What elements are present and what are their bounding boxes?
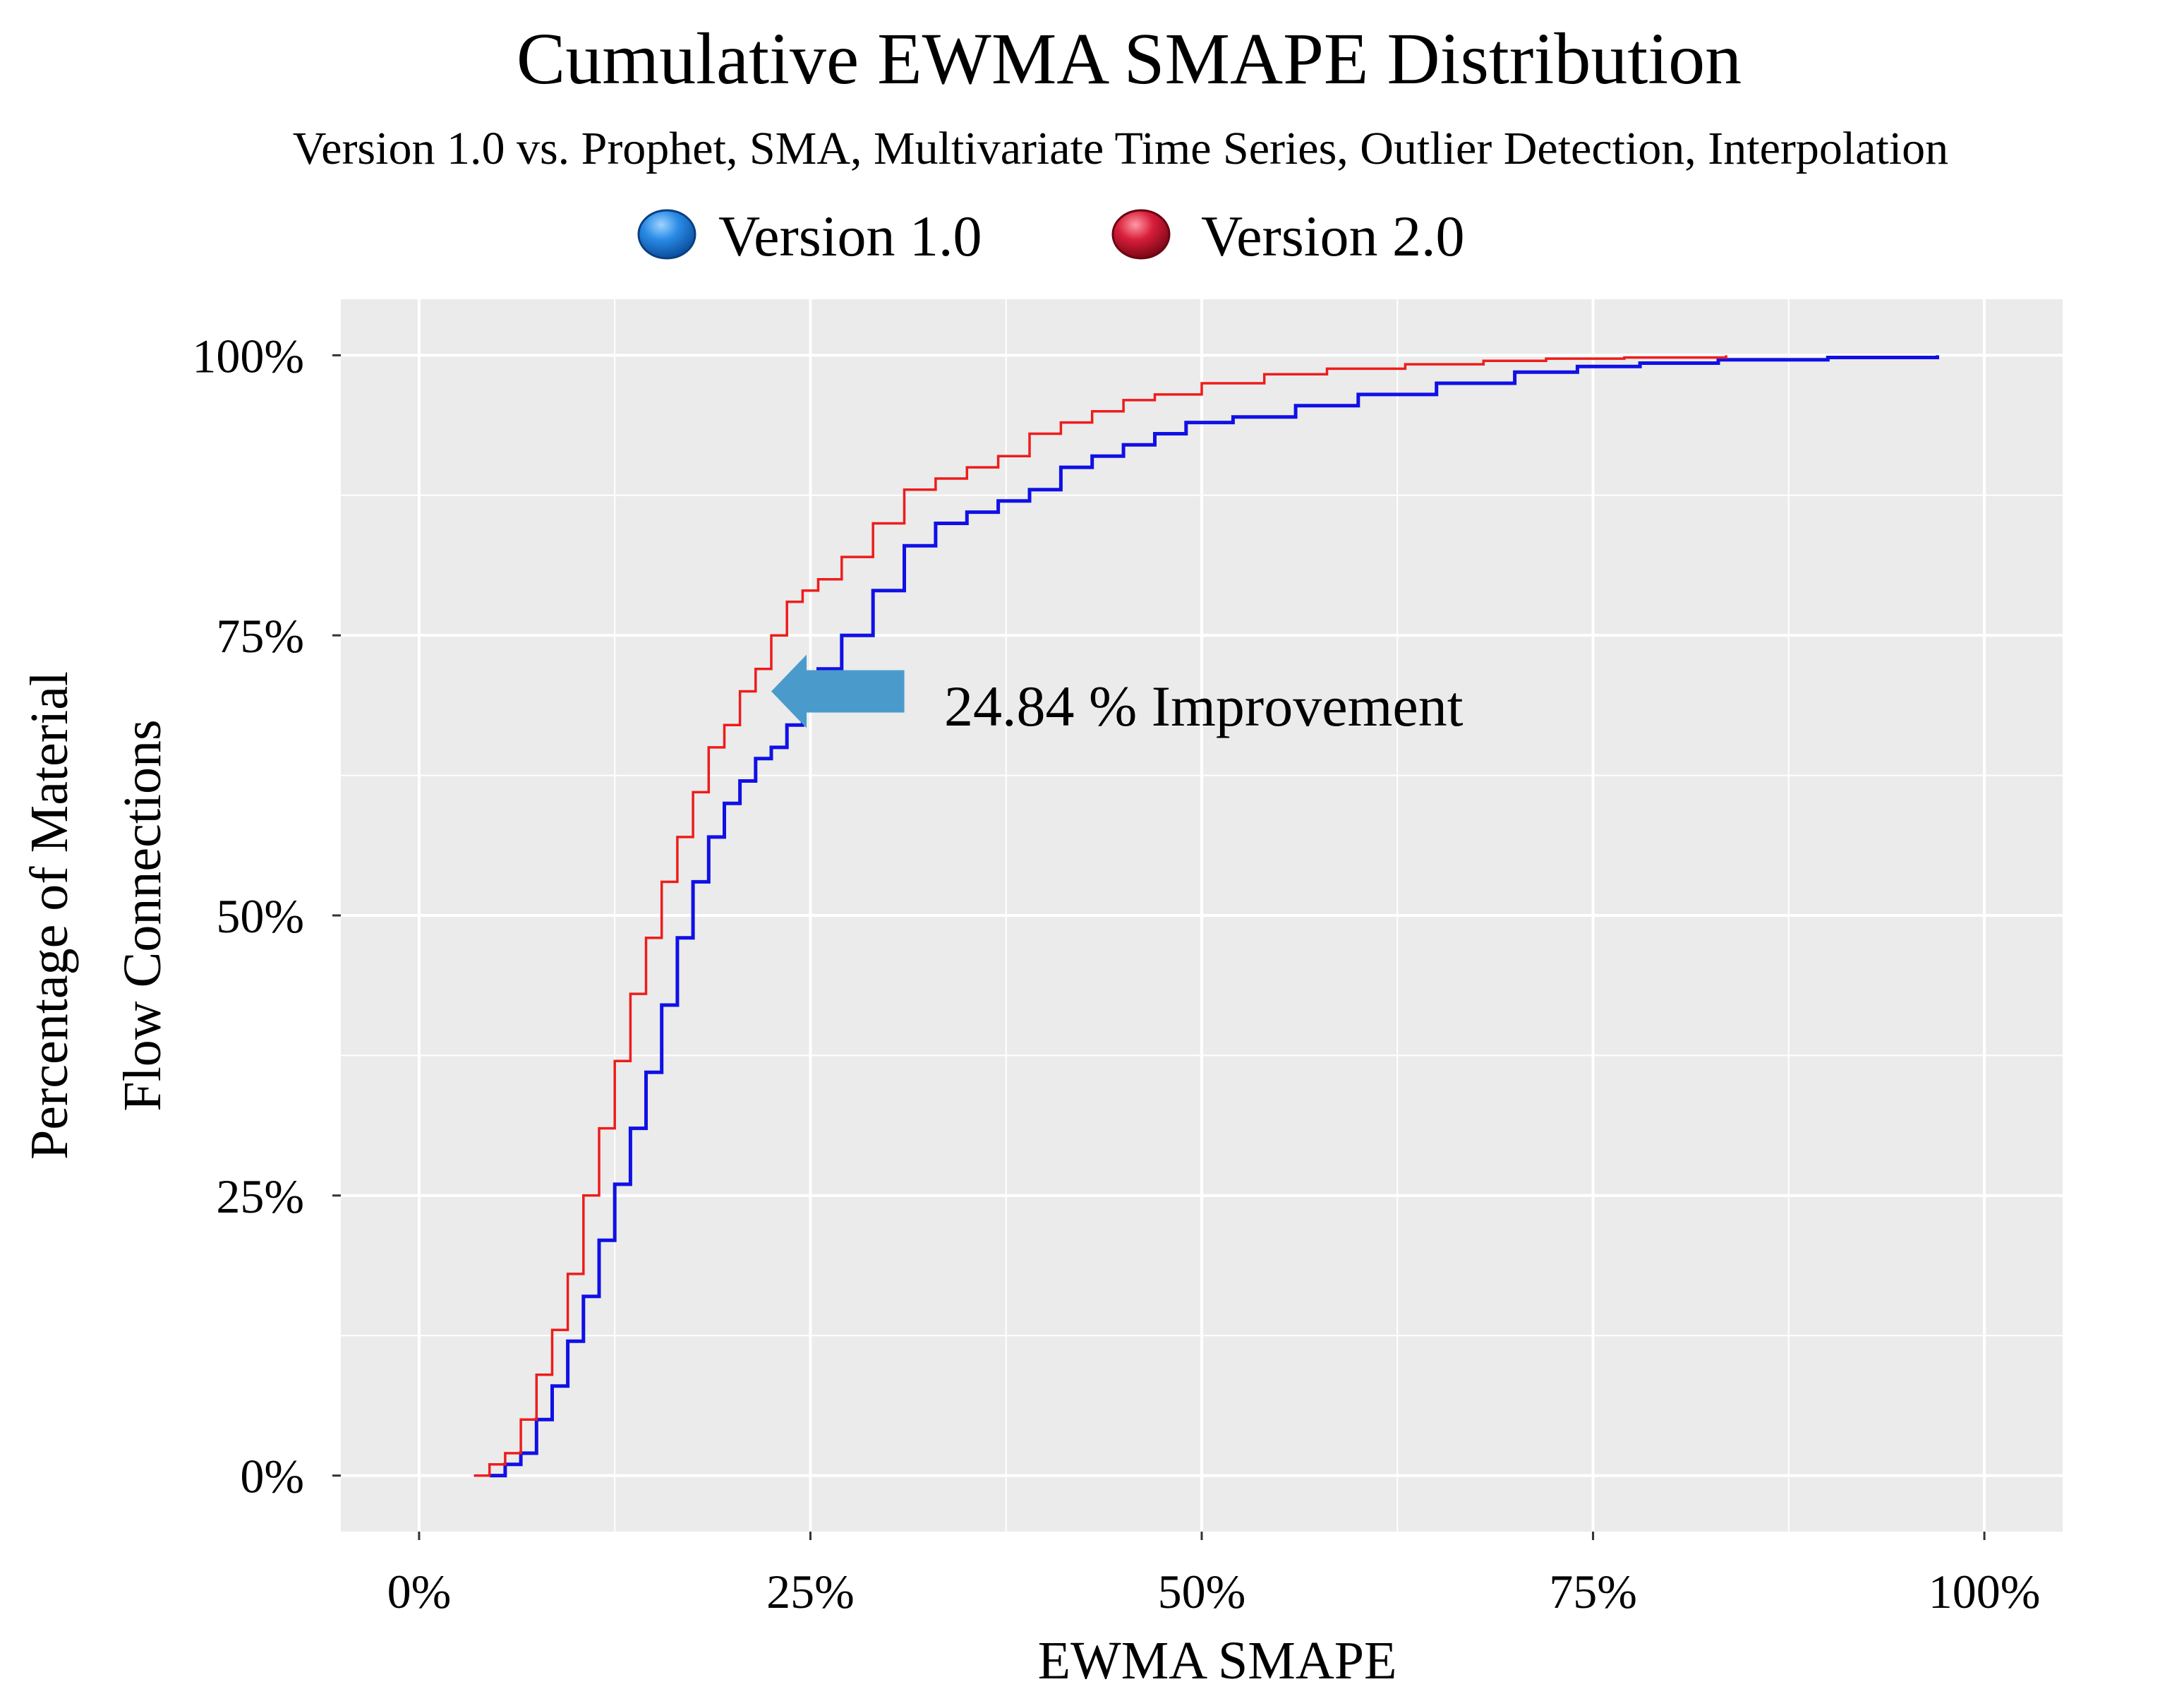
x-tick-label: 25% bbox=[766, 1565, 855, 1618]
series-line-version-2-0 bbox=[473, 355, 1727, 1477]
series bbox=[473, 355, 1939, 1478]
chart-title: Cumulative EWMA SMAPE Distribution bbox=[517, 18, 1742, 100]
legend-label-version-1: Version 1.0 bbox=[718, 204, 982, 268]
improvement-annotation: 24.84 % Improvement bbox=[944, 674, 1464, 738]
series-line-version-1-0 bbox=[489, 355, 1939, 1478]
x-tick-label: 100% bbox=[1929, 1565, 2041, 1618]
y-axis-title-line-1: Percentage of Material bbox=[20, 671, 79, 1160]
y-tick-label: 25% bbox=[216, 1170, 304, 1223]
legend-marker-version-2 bbox=[1111, 209, 1171, 260]
grid bbox=[341, 299, 2063, 1532]
y-tick-label: 75% bbox=[216, 609, 304, 663]
legend-marker-version-1 bbox=[637, 209, 696, 260]
chart-subtitle: Version 1.0 vs. Prophet, SMA, Multivaria… bbox=[293, 123, 1948, 174]
axis-ticks: 0% 25% 50% 75% 100% 0% 25% 50% 75% 100% bbox=[192, 329, 2040, 1618]
x-tick-label: 0% bbox=[387, 1565, 452, 1618]
y-tick-label: 100% bbox=[192, 329, 304, 383]
y-axis-title: Percentage of Material Flow Connections bbox=[20, 671, 172, 1160]
x-tick-label: 50% bbox=[1158, 1565, 1246, 1618]
x-tick-label: 75% bbox=[1549, 1565, 1637, 1618]
x-axis-title: EWMA SMAPE bbox=[1038, 1631, 1397, 1689]
y-axis-title-line-2: Flow Connections bbox=[113, 719, 172, 1111]
legend-label-version-2: Version 2.0 bbox=[1201, 204, 1465, 268]
improvement-arrow bbox=[771, 654, 905, 728]
legend: Version 1.0 Version 2.0 bbox=[637, 204, 1465, 268]
y-tick-label: 0% bbox=[240, 1450, 304, 1503]
y-tick-label: 50% bbox=[216, 889, 304, 943]
